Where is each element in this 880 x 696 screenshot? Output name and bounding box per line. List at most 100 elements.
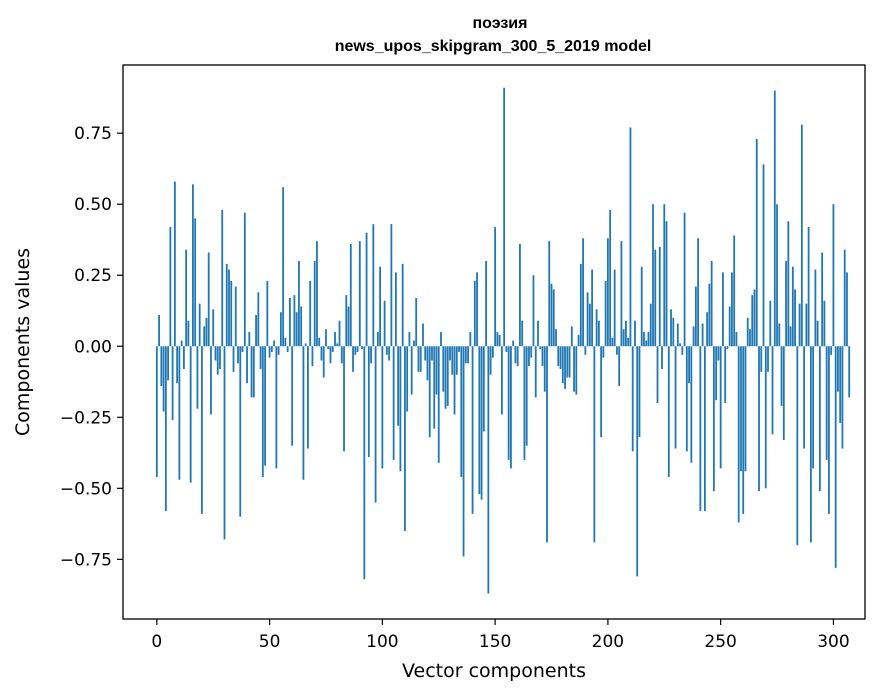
bar [613,269,616,347]
bar [480,346,483,500]
bar [595,309,598,347]
bar [192,184,194,347]
bar [347,306,350,347]
bar [755,138,758,347]
bar [841,346,844,449]
bar [667,346,670,477]
bar [731,272,733,347]
bar [329,346,332,364]
bar [616,346,618,355]
bar [164,346,167,512]
bar [496,332,499,347]
bar [473,280,476,347]
bar [390,224,393,347]
bar [487,346,490,594]
bar [455,346,458,375]
bar [482,346,485,432]
bar [726,346,729,350]
bar [221,209,224,347]
bar [304,343,307,347]
bar [796,346,799,546]
bar [365,232,368,347]
bar [584,346,587,355]
bar [408,332,411,347]
x-tick-label: 0 [151,632,162,652]
bar [582,238,584,347]
bar [318,337,321,347]
bar [735,332,738,347]
bar [214,346,217,361]
bar [446,346,449,406]
bar [498,334,501,347]
bar [219,346,221,369]
bar [559,346,562,369]
y-tick-label: 0.50 [74,195,112,215]
bar [392,346,395,460]
bar [618,346,621,387]
bar [223,346,226,540]
bar [158,315,160,347]
bar [273,340,275,347]
bar [196,346,199,409]
bar [173,181,176,347]
bar [352,346,354,372]
bar [622,329,625,347]
bar [189,346,192,483]
bar [261,346,264,477]
bar [555,329,557,347]
bar [769,300,772,347]
bar [710,261,713,347]
bar [778,323,781,347]
bar [843,249,846,347]
bar [832,204,835,347]
bar [311,346,314,367]
bar [250,346,253,398]
bar [514,346,517,364]
bar [212,309,215,347]
bar [198,303,201,347]
bar [846,272,848,347]
bar [246,346,248,384]
bar [828,346,830,514]
y-axis-label: Components values [12,248,34,436]
bar [672,317,675,347]
bar [586,292,589,347]
bar [706,312,709,347]
bar [812,346,815,469]
bar [663,204,666,347]
bar [568,346,571,378]
bar [419,346,422,372]
bar [334,332,336,347]
bar [688,346,690,384]
bar [593,346,596,543]
y-axis-ticks: −0.75 −0.50 −0.25 0.00 0.25 0.50 0.75 [60,124,123,570]
bar [649,303,652,347]
x-tick-label: 250 [704,632,736,652]
bar [340,346,343,364]
bar [830,346,833,355]
bar [216,346,219,375]
bar [162,346,165,412]
bar [733,235,736,347]
bar [699,346,702,512]
x-axis-label: Vector components [402,660,586,682]
bar [185,249,188,347]
bar [805,303,808,347]
bar [724,346,727,404]
bar [286,346,289,352]
chart-subtitle: news_upos_skipgram_300_5_2019 model [335,38,652,55]
x-tick-label: 50 [259,632,281,652]
bar [349,243,352,347]
bar [225,263,228,347]
bar [665,221,668,347]
bar [210,346,212,415]
bar [722,272,724,347]
bar [320,346,323,361]
bar [464,346,467,364]
bar [694,286,697,347]
bar [460,346,463,477]
bar [507,346,510,460]
bar [467,346,469,364]
bar [322,346,325,378]
bar [234,286,237,347]
